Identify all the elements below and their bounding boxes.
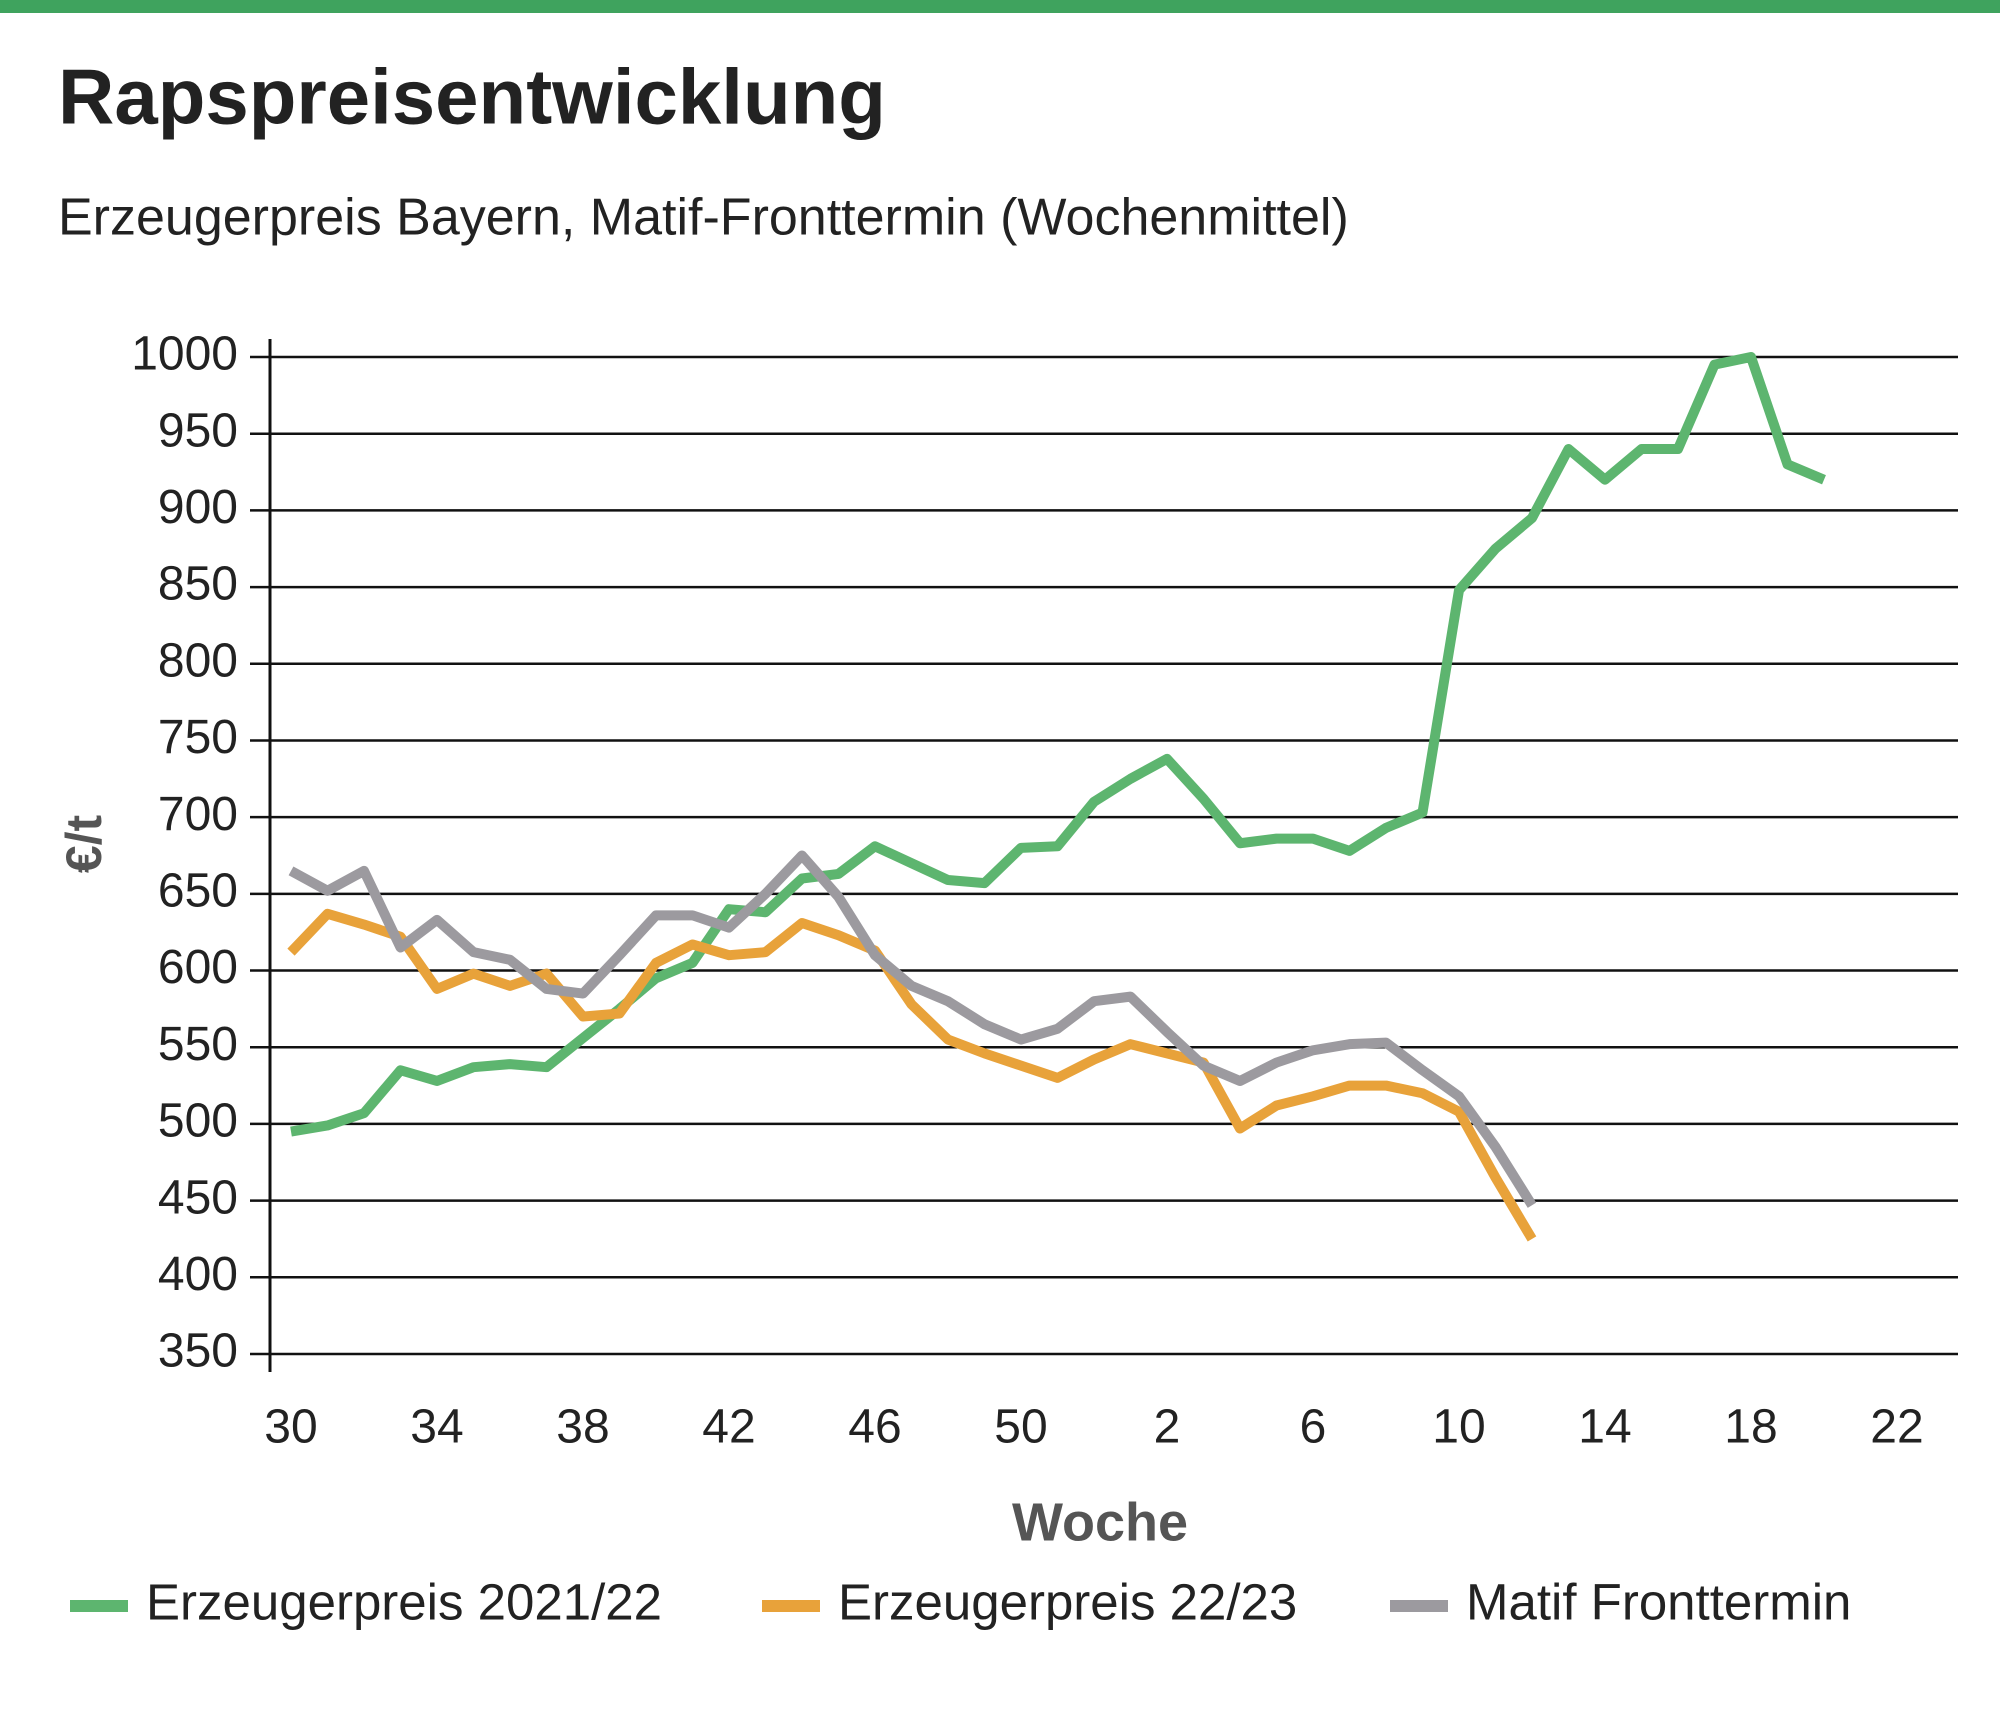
x-tick-label: 10 (1432, 1401, 1485, 1454)
x-tick-label: 30 (264, 1401, 317, 1454)
y-tick-label: 750 (158, 711, 238, 764)
legend-label: Matif Fronttermin (1466, 1573, 1851, 1630)
chart-title: Rapspreisentwicklung (58, 53, 886, 141)
x-tick-label: 34 (410, 1401, 463, 1454)
y-tick-label: 1000 (131, 328, 238, 381)
legend-label: Erzeugerpreis 22/23 (838, 1573, 1297, 1630)
legend-label: Erzeugerpreis 2021/22 (146, 1573, 662, 1630)
y-tick-label: 650 (158, 865, 238, 918)
y-tick-label: 350 (158, 1325, 238, 1378)
y-axis-label: €/t (56, 814, 112, 873)
top-bar (0, 0, 2000, 13)
y-tick-label: 400 (158, 1248, 238, 1301)
x-axis-label: Woche (1012, 1492, 1188, 1552)
y-tick-label: 550 (158, 1018, 238, 1071)
y-tick-label: 700 (158, 788, 238, 841)
x-tick-label: 18 (1724, 1401, 1777, 1454)
series-line (288, 850, 1537, 1208)
x-tick-label: 2 (1154, 1401, 1181, 1454)
series-line (290, 352, 1826, 1137)
chart-subtitle: Erzeugerpreis Bayern, Matif-Fronttermin … (58, 189, 1349, 247)
x-tick-label: 38 (556, 1401, 609, 1454)
x-tick-label: 14 (1578, 1401, 1631, 1454)
y-tick-label: 450 (158, 1171, 238, 1224)
y-tick-label: 950 (158, 404, 238, 457)
x-tick-label: 6 (1300, 1401, 1327, 1454)
x-tick-label: 50 (994, 1401, 1047, 1454)
x-tick-label: 42 (702, 1401, 755, 1454)
y-tick-label: 850 (158, 558, 238, 611)
x-tick-label: 22 (1870, 1401, 1923, 1454)
y-tick-label: 800 (158, 634, 238, 687)
y-tick-label: 500 (158, 1095, 238, 1148)
x-tick-label: 46 (848, 1401, 901, 1454)
series-line (287, 908, 1537, 1242)
y-tick-label: 600 (158, 941, 238, 994)
y-tick-label: 900 (158, 481, 238, 534)
